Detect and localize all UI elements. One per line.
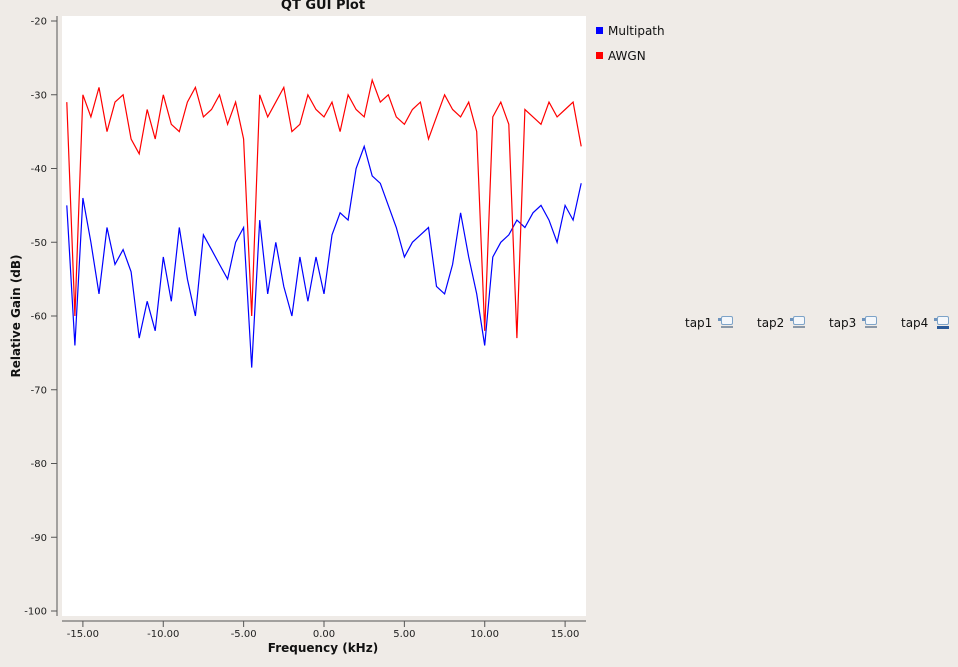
x-tick-label: 0.00: [313, 629, 335, 640]
legend-label-multipath: Multipath: [608, 23, 665, 38]
legend-label-awgn: AWGN: [608, 48, 646, 63]
x-tick-label: -15.00: [67, 629, 99, 640]
legend: Multipath AWGN: [596, 18, 665, 68]
y-tick-label: -60: [31, 312, 47, 323]
plot-background: [62, 16, 586, 616]
y-tick-label: -80: [31, 459, 47, 470]
tap2-label: tap2: [757, 316, 785, 330]
plot-area: QT GUI Plot -20 -30 -40 -50 -60 -70 -80 -90 -100…: [9, 0, 586, 655]
tap1-label: tap1: [685, 316, 713, 330]
legend-swatch-multipath: [596, 27, 603, 34]
tap-controls: tap1 tap2 tap3 tap4: [685, 314, 958, 332]
y-tick-label: -50: [31, 238, 47, 249]
plot-canvas: QT GUI Plot -20 -30 -40 -50 -60 -70 -80 -90 -100…: [9, 0, 586, 655]
y-ticks: -20 -30 -40 -50 -60 -70 -80 -90 -100: [24, 17, 57, 618]
tap3-label: tap3: [829, 316, 857, 330]
tap4-label: tap4: [901, 316, 929, 330]
plot-title: QT GUI Plot: [281, 0, 365, 13]
y-tick-label: -90: [31, 533, 47, 544]
legend-swatch-awgn: [596, 52, 603, 59]
x-axis-title: Frequency (kHz): [268, 641, 378, 655]
x-tick-label: -5.00: [231, 629, 257, 640]
dial-icon[interactable]: [790, 314, 808, 332]
series-line-multipath: [66, 144, 582, 368]
x-tick-label: -10.00: [147, 629, 179, 640]
x-tick-label: 10.00: [470, 629, 499, 640]
dial-icon[interactable]: [718, 314, 736, 332]
x-ticks: -15.00 -10.00 -5.00 0.00 5.00 10.00 15.00: [67, 621, 580, 640]
tap1-control: tap1: [685, 314, 757, 332]
y-tick-label: -70: [31, 385, 47, 396]
series-line-awgn: [66, 77, 582, 339]
y-tick-label: -40: [31, 164, 47, 175]
y-tick-label: -20: [31, 17, 47, 28]
dial-icon[interactable]: [862, 314, 880, 332]
tap3-control: tap3: [829, 314, 901, 332]
tap4-control: tap4: [901, 314, 958, 332]
x-tick-label: 15.00: [551, 629, 580, 640]
y-axis-title: Relative Gain (dB): [9, 254, 23, 377]
legend-item-multipath[interactable]: Multipath: [596, 18, 665, 43]
series-layer: [66, 77, 582, 368]
x-tick-label: 5.00: [393, 629, 415, 640]
tap2-control: tap2: [757, 314, 829, 332]
y-tick-label: -30: [31, 90, 47, 101]
dial-icon[interactable]: [934, 314, 952, 332]
y-tick-label: -100: [24, 607, 47, 618]
legend-item-awgn[interactable]: AWGN: [596, 43, 665, 68]
